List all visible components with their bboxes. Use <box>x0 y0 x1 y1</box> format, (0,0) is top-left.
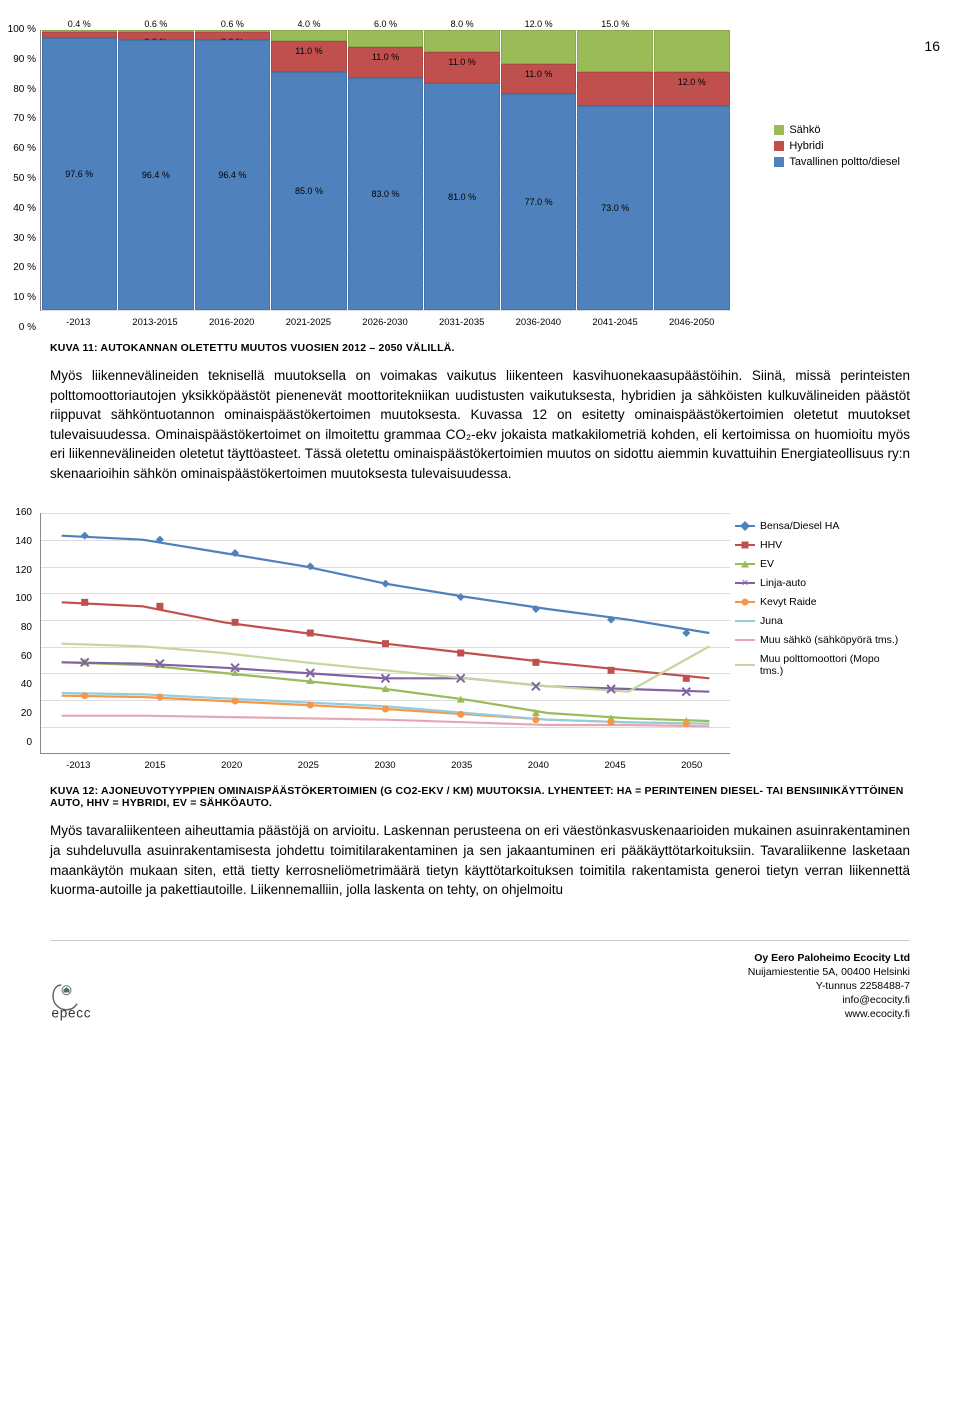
figure-12-caption: KUVA 12: AJONEUVOTYYPPIEN OMINAISPÄÄSTÖK… <box>50 785 910 809</box>
legend-tav: Tavallinen poltto/diesel <box>789 156 900 168</box>
legend-hybridi: Hybridi <box>789 140 823 152</box>
legend-sahko: Sähkö <box>789 124 820 136</box>
stacked-chart: 100 %90 %80 %70 %60 %50 %40 %30 %20 %10 … <box>40 30 730 328</box>
svg-text:epecc: epecc <box>52 1006 92 1021</box>
paragraph-1: Myös liikennevälineiden teknisellä muuto… <box>50 366 910 483</box>
figure-11-caption: KUVA 11: AUTOKANNAN OLETETTU MUUTOS VUOS… <box>50 342 910 354</box>
footer-email: info@ecocity.fi <box>748 993 910 1007</box>
stacked-legend: Sähkö Hybridi Tavallinen poltto/diesel <box>774 120 900 172</box>
line-chart: 160140120100806040200 -20132015202020252… <box>40 513 730 771</box>
page-number: 16 <box>924 38 940 54</box>
y-axis: 100 %90 %80 %70 %60 %50 %40 %30 %20 %10 … <box>0 30 36 328</box>
footer-vat: Y-tunnus 2258488-7 <box>748 979 910 993</box>
footer-address: Nuijamiestentie 5A, 00400 Helsinki <box>748 965 910 979</box>
paragraph-2: Myös tavaraliikenteen aiheuttamia päästö… <box>50 821 910 899</box>
footer-company: Oy Eero Paloheimo Ecocity Ltd <box>748 951 910 965</box>
line-legend: Bensa/Diesel HAHHVEV×Linja-autoKevyt Rai… <box>735 513 905 684</box>
company-logo: epecc <box>50 979 140 1021</box>
page-footer: epecc Oy Eero Paloheimo Ecocity Ltd Nuij… <box>50 940 910 1022</box>
footer-web: www.ecocity.fi <box>748 1007 910 1021</box>
y-axis-2: 160140120100806040200 <box>0 513 36 771</box>
